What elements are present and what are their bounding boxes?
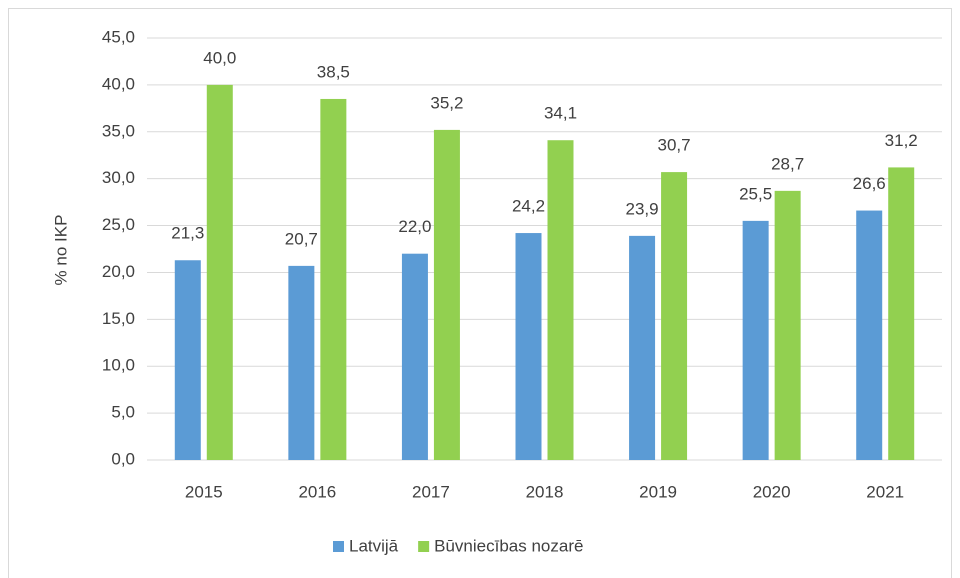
- y-tick-label: 10,0: [102, 356, 135, 375]
- value-label: 35,2: [430, 93, 463, 112]
- bar: [515, 233, 542, 460]
- bar: [661, 172, 688, 460]
- bar: [174, 260, 201, 460]
- value-label: 23,9: [626, 199, 659, 218]
- bar: [206, 84, 233, 460]
- y-axis-label: % no IKP: [51, 215, 70, 286]
- bar: [742, 220, 769, 460]
- x-tick-label: 2018: [526, 482, 564, 501]
- y-tick-label: 45,0: [102, 27, 135, 46]
- value-label: 21,3: [171, 224, 204, 243]
- bar: [433, 129, 460, 460]
- value-label: 34,1: [544, 104, 577, 123]
- x-tick-label: 2015: [185, 482, 223, 501]
- y-tick-label: 30,0: [102, 168, 135, 187]
- value-label: 38,5: [317, 62, 350, 81]
- value-label: 28,7: [771, 154, 804, 173]
- y-tick-label: 25,0: [102, 215, 135, 234]
- y-tick-label: 5,0: [111, 403, 135, 422]
- bar: [629, 235, 656, 460]
- y-tick-label: 20,0: [102, 262, 135, 281]
- y-tick-label: 40,0: [102, 74, 135, 93]
- legend-swatch: [333, 541, 344, 552]
- bar: [401, 253, 428, 460]
- x-tick-label: 2016: [298, 482, 336, 501]
- x-tick-label: 2021: [866, 482, 904, 501]
- x-tick-label: 2019: [639, 482, 677, 501]
- legend-swatch: [418, 541, 430, 552]
- value-label: 26,6: [853, 174, 886, 193]
- bar: [856, 210, 883, 460]
- value-label: 22,0: [398, 217, 431, 236]
- value-label: 20,7: [285, 229, 318, 248]
- bar: [774, 190, 801, 460]
- chart-frame: [8, 8, 952, 578]
- value-label: 24,2: [512, 197, 545, 216]
- bar: [320, 98, 347, 460]
- value-label: 25,5: [739, 184, 772, 203]
- value-label: 30,7: [658, 136, 691, 155]
- y-tick-label: 0,0: [111, 449, 135, 468]
- legend-label: Būvniecības nozarē: [434, 536, 583, 555]
- x-tick-label: 2020: [753, 482, 791, 501]
- bar: [547, 140, 574, 460]
- legend-label: Latvijā: [349, 536, 399, 555]
- y-tick-label: 35,0: [102, 121, 135, 140]
- value-label: 31,2: [885, 131, 918, 150]
- bar: [888, 167, 915, 460]
- bar: [288, 265, 315, 460]
- value-label: 40,0: [203, 48, 236, 67]
- x-tick-label: 2017: [412, 482, 450, 501]
- y-tick-label: 15,0: [102, 309, 135, 328]
